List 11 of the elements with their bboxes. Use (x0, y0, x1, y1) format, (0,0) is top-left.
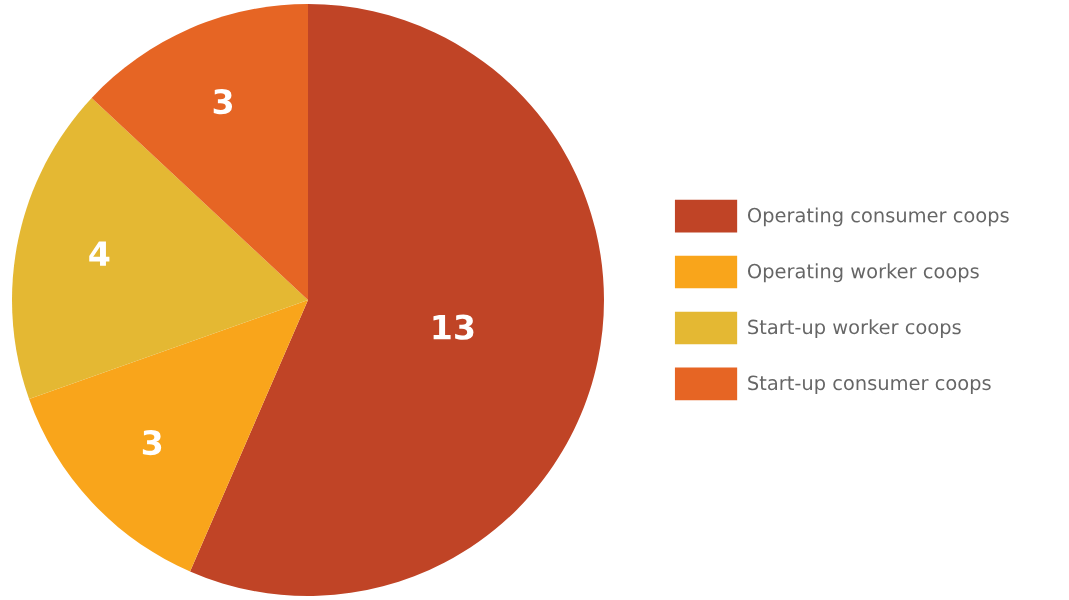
legend-label: Operating worker coops (747, 263, 979, 283)
data-label: 3 (213, 88, 233, 115)
data-label: 4 (89, 241, 110, 266)
data-label: 13 (433, 314, 474, 340)
pie-slice (190, 4, 604, 596)
legend-label: Operating consumer coops (747, 207, 1009, 227)
pie-slice (29, 300, 308, 572)
legend-label: Start-up consumer coops (748, 375, 991, 394)
data-label: 3 (142, 429, 162, 456)
legend-label: Start-up worker coops (748, 319, 961, 339)
pie-slice (91, 4, 308, 300)
